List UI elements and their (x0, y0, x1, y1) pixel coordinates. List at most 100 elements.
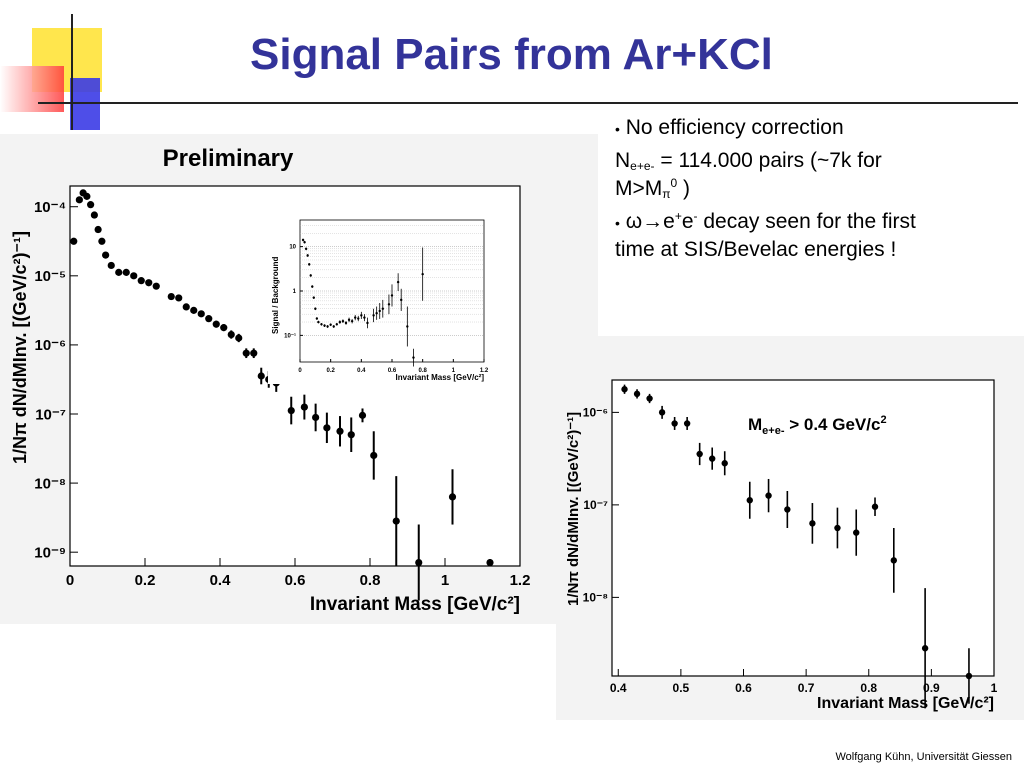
inset-data-point (400, 298, 403, 302)
zoom-data-point (683, 420, 691, 427)
main-y-tick-label: 10⁻⁹ (34, 544, 66, 561)
zoomed-mass-spectrum-chart: 0.4 0.5 0.6 0.7 0.8 0.9 1 10⁻⁸ 10⁻⁷ 10⁻⁶ Me+e- > … (556, 336, 1024, 720)
zoom-x-tick-label: 0.7 (798, 681, 815, 695)
bullet-dot: • (615, 215, 620, 232)
inset-y-tick-label: 10 (289, 245, 296, 251)
zoom-data-point (921, 645, 929, 652)
deco-blue-bar (70, 78, 100, 130)
main-x-tick-label: 0.6 (285, 572, 306, 589)
main-y-tick-label: 10⁻⁷ (35, 406, 66, 423)
inset-data-point (354, 316, 357, 319)
main-data-point (242, 349, 250, 357)
main-data-point (94, 225, 102, 234)
main-data-point (152, 282, 160, 290)
main-data-point (370, 451, 378, 460)
zoom-plot-area (611, 379, 995, 677)
zoom-data-point (871, 503, 879, 510)
main-data-point (122, 268, 130, 276)
inset-data-point (332, 325, 335, 328)
decay-text2: time at SIS/Bevelac energies ! (615, 237, 897, 261)
bullet-dot: • (615, 121, 620, 137)
inset-data-point (306, 254, 309, 257)
decay-minus: - (693, 209, 698, 224)
main-x-tick-label: 0.4 (210, 572, 232, 589)
zoom-x-tick-label: 0.8 (860, 681, 877, 695)
inset-x-tick-label: 1 (452, 368, 456, 374)
inset-axis-ticks: 0 0.2 0.4 0.6 0.8 1 1.2 10⁻¹ 1 10 (284, 245, 489, 374)
stat-symbol: N (615, 149, 631, 173)
main-data-point (287, 406, 295, 415)
inset-data-points (301, 238, 424, 367)
inset-data-point (387, 303, 391, 306)
stat-text2: M>M (615, 176, 663, 200)
main-annotation-preliminary: Preliminary (163, 145, 294, 172)
inset-data-point (347, 318, 351, 322)
zoom-data-point (890, 557, 898, 564)
inset-data-point (317, 320, 320, 324)
zoom-data-point (708, 455, 716, 462)
main-data-point (137, 277, 145, 285)
main-data-point (205, 315, 213, 323)
main-data-point (220, 324, 228, 332)
inset-x-tick-label: 0.2 (326, 368, 335, 374)
inset-data-point (366, 321, 369, 325)
inset-y-tick-label: 1 (293, 289, 297, 295)
inset-data-point (323, 324, 326, 327)
main-data-point (312, 413, 320, 422)
main-data-point (448, 493, 457, 501)
zoom-data-point (746, 497, 753, 504)
zoom-x-tick-label: 0.5 (673, 681, 690, 695)
zoom-x-axis-label: Invariant Mass [GeV/c²] (817, 695, 994, 712)
zoom-data-point (621, 386, 628, 393)
zoom-data-point (696, 450, 703, 458)
deco-red-block (0, 66, 64, 112)
main-data-point (227, 330, 235, 339)
inset-data-point (341, 319, 345, 323)
main-data-point (190, 306, 198, 314)
main-data-point (107, 261, 115, 270)
inset-x-tick-label: 1.2 (480, 368, 489, 374)
inset-x-tick-label: 0.8 (418, 368, 427, 374)
deco-horizontal-line (38, 102, 1018, 104)
main-data-point (130, 272, 138, 280)
inset-data-point (304, 247, 308, 251)
main-x-tick-label: 0 (66, 572, 74, 589)
main-x-tick-label: 1.2 (510, 572, 531, 589)
inset-data-point (309, 274, 312, 277)
inset-data-point (350, 319, 354, 323)
zoom-x-tick-label: 0.6 (735, 681, 752, 695)
decay-text: decay seen for the first (697, 210, 916, 234)
inset-data-point (360, 314, 363, 317)
stat-close: ) (677, 176, 691, 200)
main-data-point (358, 411, 367, 419)
zoom-data-point (784, 506, 791, 513)
zoom-annotation-tail: > 0.4 GeV/c (785, 415, 881, 434)
main-data-point (115, 268, 123, 276)
main-y-tick-label: 10⁻⁶ (34, 337, 66, 354)
inset-data-point (326, 325, 329, 328)
inset-data-point (315, 317, 319, 320)
footer-author: Wolfgang Kühn, Universität Giessen (835, 751, 1013, 763)
inset-data-point (311, 285, 314, 288)
decay-e: e (681, 210, 694, 234)
zoom-x-tick-label: 1 (991, 681, 998, 695)
main-data-point (70, 237, 78, 245)
inset-data-point (335, 323, 338, 326)
zoom-data-point (809, 520, 816, 527)
inset-data-point (357, 317, 360, 320)
main-x-tick-label: 0.8 (360, 572, 381, 589)
main-data-point (90, 211, 98, 219)
bullet-list: • No efficiency correction Ne+e- = 114.0… (615, 114, 1015, 269)
zoom-data-point (965, 672, 973, 680)
main-axis-ticks: 0 0.2 0.4 0.6 0.8 1 1.2 10⁻⁹ 10⁻⁸ 10⁻⁷ 10⁻⁶ 10⁻⁵ 10⁻… (34, 199, 530, 589)
main-data-point (87, 201, 95, 209)
main-data-point (102, 251, 110, 259)
inset-data-point (363, 316, 366, 319)
inset-data-point (421, 272, 424, 276)
bullet-pair-count: Ne+e- = 114.000 pairs (~7k for M>Mπ0 ) (615, 147, 1015, 202)
stat-zero: 0 (670, 175, 678, 190)
main-data-point (167, 292, 175, 301)
main-y-tick-label: 10⁻⁸ (34, 475, 66, 492)
main-x-tick-label: 0.2 (135, 572, 156, 589)
inset-data-point (412, 356, 415, 359)
